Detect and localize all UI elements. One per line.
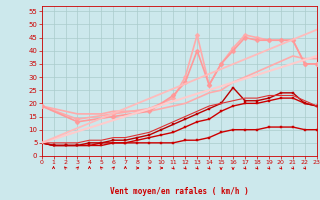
Text: Vent moyen/en rafales ( km/h ): Vent moyen/en rafales ( km/h )	[110, 187, 249, 196]
